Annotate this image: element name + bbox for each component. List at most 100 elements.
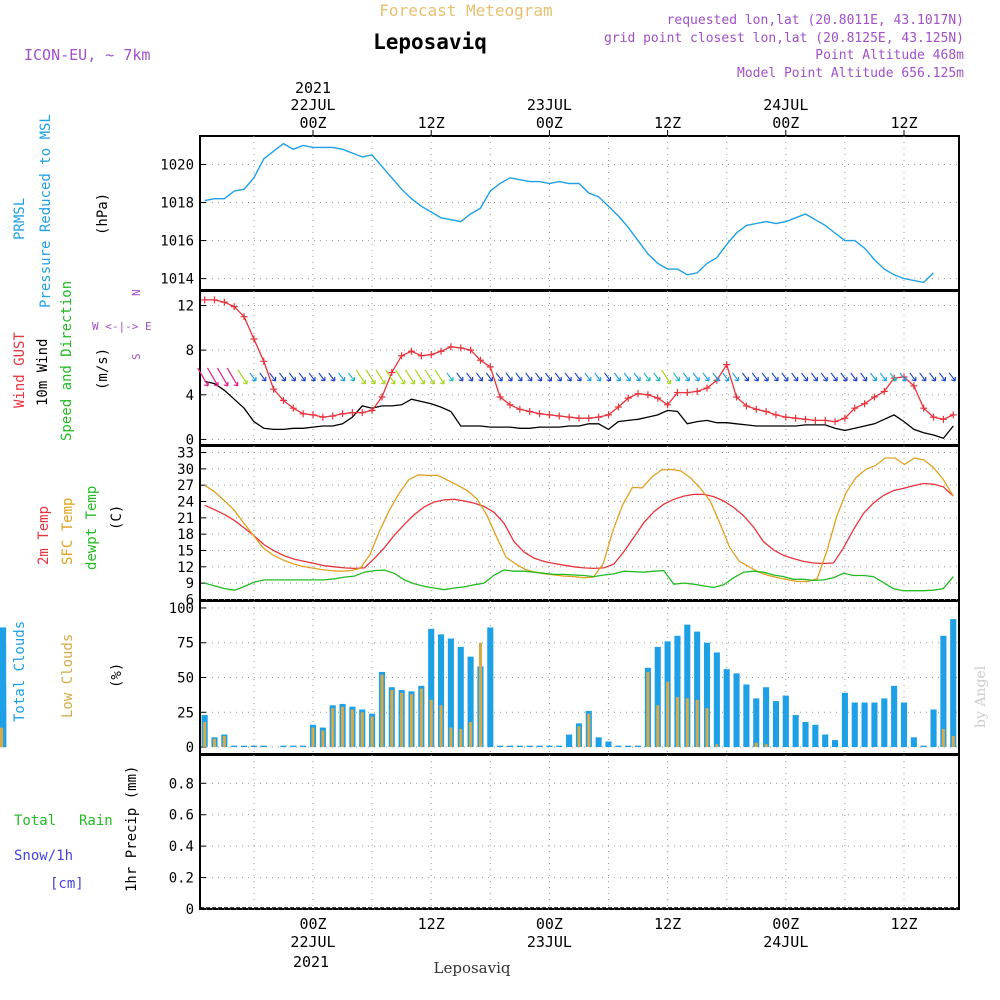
wind-direction-arrow — [434, 369, 445, 385]
wind-direction-arrow — [308, 372, 316, 382]
gust-marker — [605, 411, 612, 419]
gust-marker — [821, 416, 829, 424]
gust-marker — [536, 410, 544, 418]
wind-direction-arrow — [613, 372, 621, 382]
total-cloud-bar — [526, 745, 533, 748]
gust-marker — [762, 408, 770, 416]
wind-direction-arrow — [732, 372, 740, 382]
total-cloud-bar — [733, 673, 740, 748]
gust-marker — [378, 393, 386, 401]
total-cloud-bar — [300, 745, 307, 748]
wind-direction-arrow — [889, 372, 897, 382]
wind-direction-arrow — [623, 372, 631, 382]
gust-marker — [802, 415, 809, 423]
total-cloud-bar — [497, 745, 504, 748]
wind-label-gust: Wind GUST — [12, 332, 28, 408]
low-cloud-bar — [311, 727, 315, 748]
gust-marker — [555, 412, 563, 420]
total-cloud-bar — [240, 745, 248, 748]
time-label-top: 24JUL — [763, 96, 808, 114]
gust-marker — [467, 346, 475, 354]
wind-gust-line — [204, 299, 954, 423]
precip-ytick-label: 0 — [186, 902, 194, 918]
gust-marker — [792, 414, 800, 422]
wind-direction-arrow — [692, 372, 700, 382]
temperature-ytick-label: 9 — [186, 576, 194, 592]
gust-marker — [279, 396, 287, 404]
location-title: Leposaviq — [373, 30, 487, 54]
precip-label-rain: Rain — [79, 813, 113, 829]
low-cloud-bar — [685, 698, 689, 748]
low-cloud-bar — [331, 708, 335, 748]
gust-marker — [398, 352, 406, 360]
wind-direction-arrow — [269, 372, 277, 382]
wind-direction-arrow — [574, 372, 582, 382]
wind-direction-arrow — [475, 372, 484, 382]
gust-marker — [260, 357, 268, 365]
total-cloud-bar — [260, 745, 267, 748]
total-cloud-bar — [280, 745, 287, 748]
total-cloud-bar — [595, 737, 602, 748]
wind-direction-arrow — [741, 372, 749, 382]
gust-marker — [575, 414, 583, 422]
gust-marker — [545, 411, 553, 419]
wind-ytick-label: 0 — [186, 432, 194, 448]
total-cloud-bar — [556, 745, 563, 748]
wind-direction-arrow — [564, 372, 572, 382]
low-cloud-bar — [400, 692, 404, 748]
clouds-label-low: Low Clouds — [60, 634, 76, 718]
total-cloud-bar — [674, 635, 681, 748]
time-label-top: 22JUL — [290, 96, 335, 114]
low-cloud-bar — [212, 738, 217, 748]
total-cloud-bar — [437, 634, 445, 748]
total-cloud-bar — [634, 745, 642, 748]
gust-marker — [831, 418, 839, 426]
low-cloud-bar — [675, 696, 679, 748]
gust-marker — [496, 393, 504, 401]
time-label-top: 00Z — [299, 114, 326, 132]
wind-direction-arrow — [237, 369, 248, 385]
temp-label-dewpt: dewpt Temp — [84, 486, 100, 570]
pressure-ytick-label: 1020 — [160, 158, 194, 174]
low-cloud-bar — [656, 705, 660, 748]
total-cloud-bar — [428, 628, 435, 748]
gust-marker — [870, 393, 878, 401]
gust-marker — [437, 347, 445, 355]
gust-marker — [348, 409, 356, 417]
time-label-top: 12Z — [418, 114, 445, 132]
gust-marker — [742, 402, 750, 410]
total-cloud-bar — [831, 740, 839, 748]
wind-direction-arrow — [328, 372, 336, 382]
gust-marker — [811, 416, 819, 424]
gust-marker — [634, 390, 642, 398]
model-name: ICON-EU, ~ 7km — [24, 46, 150, 64]
gust-marker — [447, 343, 455, 351]
low-cloud-bar — [0, 737, 4, 748]
wind-direction-arrow — [633, 372, 641, 382]
low-cloud-bar — [715, 744, 719, 748]
wind-direction-arrow — [446, 372, 454, 382]
total-cloud-bar — [772, 701, 780, 748]
wind-direction-arrow — [879, 372, 887, 382]
total-cloud-bar — [0, 708, 7, 748]
gust-marker — [408, 347, 415, 355]
model-altitude: Model Point Altitude 656.125m — [737, 66, 964, 81]
temperature-ytick-label: 24 — [177, 495, 194, 511]
wind-direction-arrow — [682, 372, 690, 382]
wind-ytick-label: 12 — [177, 299, 194, 315]
wind-direction-arrow — [278, 372, 287, 382]
total-cloud-bar — [546, 745, 553, 748]
precip-label-cm: [cm] — [50, 876, 84, 892]
gust-marker — [595, 413, 603, 421]
total-cloud-bar — [910, 737, 917, 748]
wind-direction-arrow — [712, 372, 720, 382]
time-label-top: 23JUL — [527, 96, 572, 114]
gust-marker — [486, 363, 494, 371]
wind-direction-arrow — [395, 369, 406, 385]
temperature-ytick-label: 27 — [177, 478, 194, 494]
wind-direction-arrow — [801, 372, 809, 382]
watermark: by Angel — [973, 665, 989, 728]
clouds-label-total: Total Clouds — [12, 621, 28, 722]
wind-direction-arrow — [722, 372, 730, 382]
wind-direction-arrow — [820, 372, 828, 382]
